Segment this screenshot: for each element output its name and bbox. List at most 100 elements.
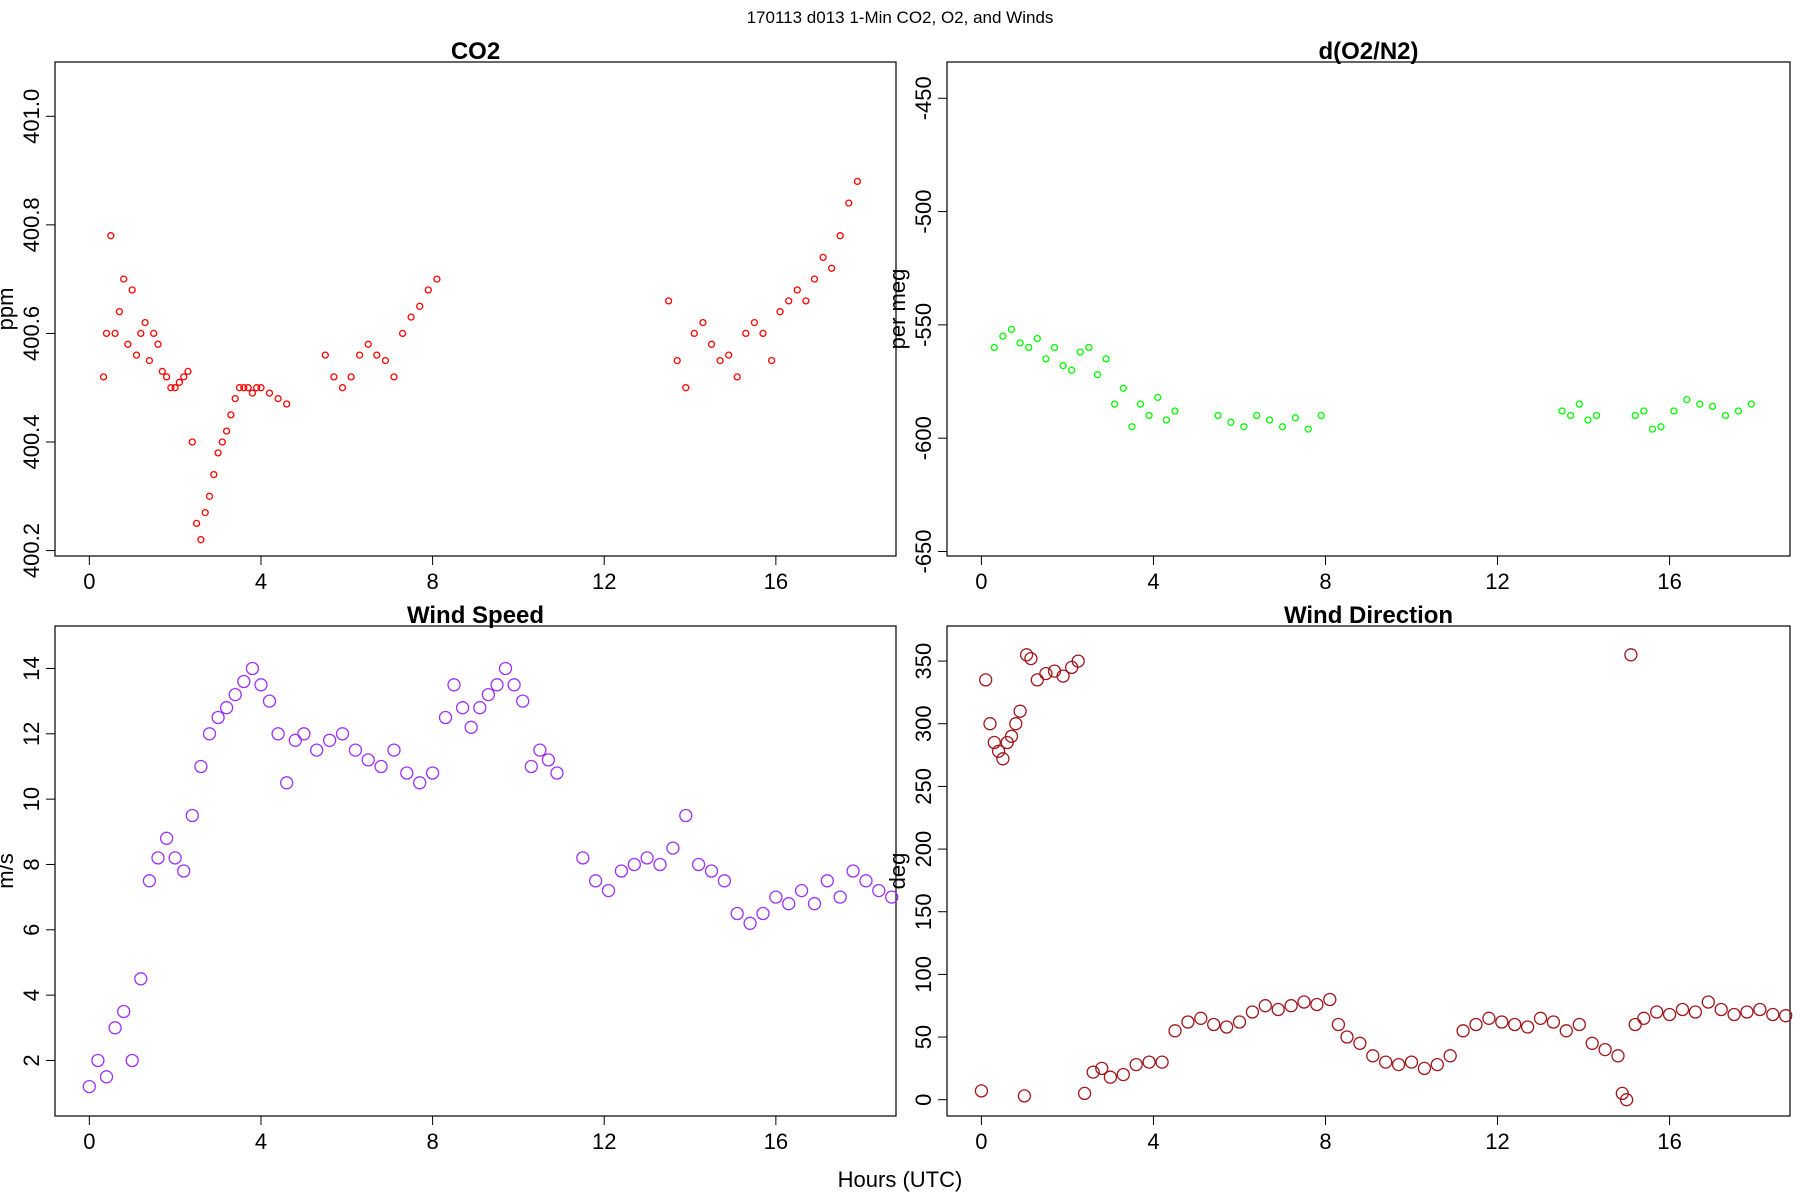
wind-direction-data-point	[1495, 1015, 1509, 1029]
co2-data-point	[759, 329, 767, 338]
co2-data-point	[699, 318, 707, 327]
wind-speed-data-point	[653, 857, 667, 872]
wind-speed-data-point	[717, 874, 732, 888]
co2-data-point	[664, 297, 673, 305]
wind-speed-data-point	[782, 897, 796, 911]
d-o2-n2-y-tick-label: -650	[911, 529, 936, 573]
wind-speed-data-point	[498, 661, 513, 676]
wind-direction-y-tick-label: 350	[911, 643, 936, 680]
co2-data-point	[192, 519, 201, 528]
wind-speed-data-point	[846, 864, 860, 878]
wind-direction-data-point	[979, 673, 993, 687]
wind-direction-data-point	[1181, 1015, 1195, 1029]
co2-data-point	[214, 449, 222, 457]
wind-speed-data-point	[872, 883, 886, 898]
wind-speed-data-point	[262, 694, 277, 708]
wind-direction-data-point	[1417, 1061, 1432, 1076]
wind-speed-data-point	[271, 727, 285, 741]
wind-speed-data-point	[541, 753, 556, 767]
d-o2-n2-data-point	[1291, 414, 1300, 422]
wind-direction-data-point	[1637, 1011, 1651, 1025]
wind-direction-data-point	[1030, 673, 1044, 687]
wind-speed-data-point	[507, 678, 521, 692]
co2-data-point	[845, 199, 853, 207]
wind-speed-data-point	[237, 674, 251, 689]
co2-data-point	[283, 400, 291, 408]
d-o2-n2-data-point	[1007, 325, 1016, 334]
d-o2-n2-data-point	[1042, 355, 1050, 363]
d-o2-n2-data-point	[1566, 411, 1575, 420]
co2-data-point	[175, 378, 184, 386]
co2-data-point	[128, 286, 136, 294]
co2-data-point	[124, 340, 132, 348]
co2-data-point	[197, 536, 205, 544]
co2-data-point	[167, 384, 175, 392]
co2-data-point	[424, 286, 432, 294]
wind-direction-points	[974, 648, 1793, 1107]
wind-direction-data-point	[1443, 1049, 1457, 1063]
wind-speed-y-tick-label: 14	[19, 656, 44, 680]
wind-speed-data-point	[322, 733, 337, 747]
wind-direction-data-point	[1168, 1024, 1182, 1038]
co2-data-point	[364, 340, 372, 348]
wind-speed-data-point	[335, 727, 350, 741]
wind-direction-data-point	[1675, 1002, 1690, 1017]
co2-data-point	[690, 329, 698, 338]
co2-y-tick-label: 400.6	[19, 306, 44, 361]
co2-data-point	[222, 427, 231, 435]
wind-speed-panel: Wind Speed m/s 0 4 8 12 16 2 4 6 8 10 12 14	[0, 602, 899, 1154]
co2-data-point	[141, 318, 149, 327]
wind-speed-data-point	[288, 733, 302, 747]
co2-data-point	[102, 329, 111, 338]
wind-direction-data-point	[1232, 1015, 1247, 1029]
co2-data-point	[673, 356, 681, 365]
co2-data-point	[433, 275, 441, 283]
co2-y-axis-label: ppm	[0, 288, 18, 331]
d-o2-n2-plot-frame	[946, 61, 1791, 557]
wind-direction-data-point	[1430, 1057, 1444, 1072]
co2-data-point	[145, 356, 154, 365]
d-o2-n2-y-axis-label: per meg	[885, 269, 910, 350]
wind-direction-data-point	[1047, 664, 1062, 678]
wind-speed-data-point	[807, 897, 822, 911]
co2-data-point	[137, 329, 145, 338]
co2-data-point	[373, 351, 381, 359]
wind-direction-x-tick-label: 16	[1657, 1129, 1681, 1154]
co2-data-point	[99, 373, 108, 381]
d-o2-n2-data-point	[1050, 343, 1059, 352]
wind-speed-data-point	[228, 687, 242, 702]
wind-speed-data-point	[490, 678, 504, 692]
wind-direction-data-point	[1258, 999, 1272, 1013]
co2-x-tick-label: 0	[83, 569, 95, 594]
d-o2-n2-data-point	[1068, 366, 1076, 374]
d-o2-n2-data-point	[1584, 416, 1592, 424]
wind-direction-data-point	[1482, 1011, 1496, 1025]
wind-direction-data-point	[1039, 666, 1053, 681]
d-o2-n2-data-point	[1111, 400, 1119, 408]
wind-speed-data-point	[588, 874, 603, 888]
co2-data-point	[853, 177, 862, 186]
wind-speed-data-point	[387, 743, 401, 757]
co2-data-point	[682, 384, 690, 392]
o2-panel: d(O2/N2) per meg 0 4 8 12 16 -650 -600 -550 -500 -4…	[885, 38, 1791, 594]
wind-speed-data-point	[614, 864, 629, 878]
wind-speed-data-point	[473, 701, 487, 715]
d-o2-n2-data-point	[1304, 425, 1312, 433]
co2-data-point	[274, 394, 282, 403]
co2-y-tick-label: 400.8	[19, 197, 44, 252]
wind-speed-data-point	[601, 883, 616, 898]
d-o2-n2-data-point	[1747, 400, 1755, 408]
wind-speed-data-point	[679, 808, 693, 823]
wind-speed-data-point	[194, 759, 208, 774]
wind-speed-y-tick-label: 10	[19, 787, 44, 811]
d-o2-n2-x-tick-label: 4	[1147, 569, 1159, 594]
d-o2-n2-data-point	[1592, 411, 1601, 420]
co2-data-point	[416, 302, 424, 310]
co2-data-point	[338, 384, 347, 392]
co2-data-point	[171, 384, 179, 392]
d-o2-n2-data-point	[1214, 411, 1222, 420]
wind-direction-data-point	[1310, 997, 1324, 1012]
wind-direction-data-point	[1009, 717, 1023, 731]
wind-direction-data-point	[1004, 729, 1019, 743]
d-o2-n2-data-point	[1631, 411, 1639, 420]
